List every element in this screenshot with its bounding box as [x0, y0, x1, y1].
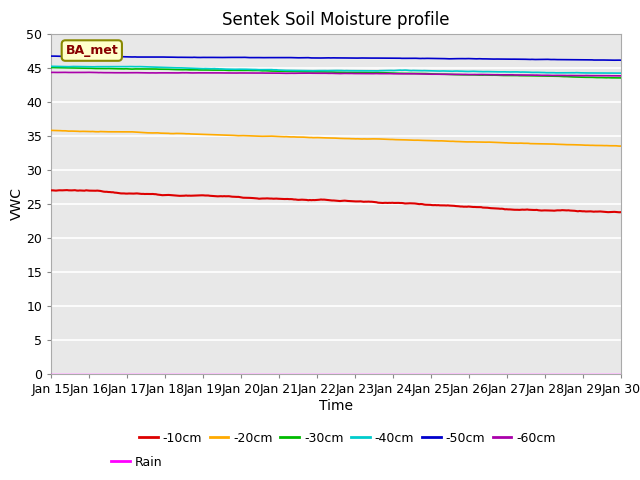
Title: Sentek Soil Moisture profile: Sentek Soil Moisture profile [222, 11, 450, 29]
Legend: Rain: Rain [106, 451, 167, 473]
Y-axis label: VWC: VWC [10, 188, 24, 220]
Text: BA_met: BA_met [65, 44, 118, 57]
X-axis label: Time: Time [319, 399, 353, 413]
